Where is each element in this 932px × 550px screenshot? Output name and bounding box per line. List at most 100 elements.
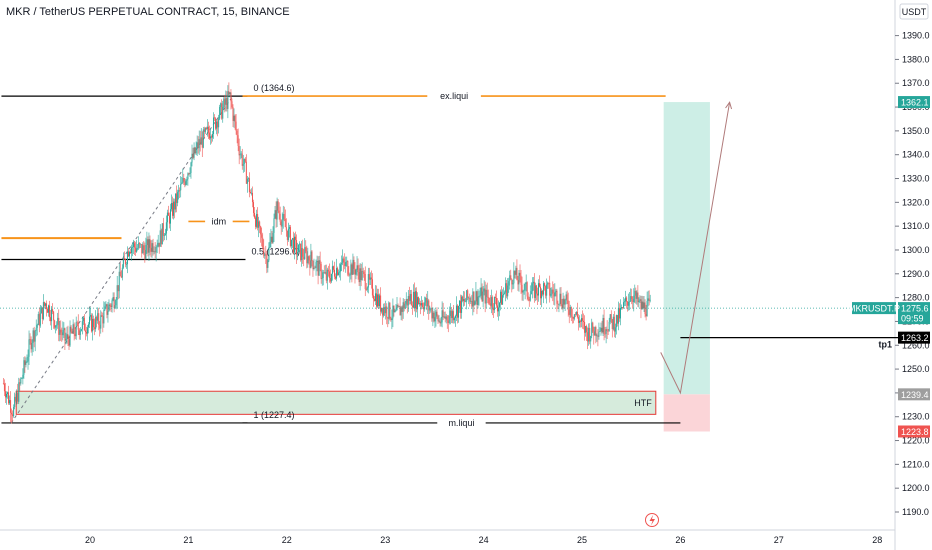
candle	[608, 317, 610, 332]
candle	[520, 269, 522, 294]
candle-body	[61, 332, 63, 336]
candle-body	[419, 303, 421, 305]
tp1-label: tp1	[879, 340, 893, 350]
candle	[534, 282, 536, 302]
candle	[187, 172, 189, 186]
candle-body	[158, 242, 160, 247]
candle	[38, 307, 40, 333]
candle	[557, 300, 559, 309]
candle-body	[94, 327, 96, 330]
candle-body	[95, 316, 97, 330]
candle	[112, 292, 114, 302]
candle	[229, 92, 231, 98]
lightning-icon-circle	[645, 513, 659, 527]
candle-body	[320, 264, 322, 279]
candle-body	[31, 342, 33, 350]
candle	[617, 301, 619, 331]
candle-body	[253, 202, 255, 213]
candle-body	[156, 246, 158, 248]
candle	[604, 327, 606, 338]
candle-body	[186, 179, 188, 181]
candle-body	[273, 218, 275, 233]
candle-body	[37, 314, 39, 325]
candle	[96, 315, 98, 328]
candle-body	[51, 309, 53, 322]
candle-body	[324, 272, 326, 274]
candle	[526, 281, 528, 301]
candle	[561, 299, 563, 310]
candle-body	[203, 129, 205, 132]
candle-body	[29, 339, 31, 340]
candle-body	[260, 226, 262, 235]
candle	[227, 85, 229, 119]
candle	[563, 295, 565, 309]
candle-body	[41, 307, 43, 320]
candle-body	[262, 237, 264, 248]
candle-body	[385, 306, 387, 314]
candle-body	[258, 221, 260, 228]
candle-body	[184, 181, 186, 185]
candle	[577, 314, 579, 331]
candle-body	[581, 318, 583, 322]
candle-body	[540, 286, 542, 299]
candle-body	[76, 322, 78, 323]
candle-body	[279, 213, 281, 222]
candle	[505, 277, 507, 302]
candle-body	[595, 327, 597, 337]
candle-body	[403, 302, 405, 309]
candle	[366, 286, 368, 293]
candle-body	[286, 230, 288, 241]
candle	[458, 305, 460, 323]
candle-body	[276, 201, 278, 220]
candle	[582, 310, 584, 329]
candle	[643, 295, 645, 312]
candle	[418, 296, 420, 305]
candle	[164, 228, 166, 236]
candle	[581, 314, 583, 328]
candle-body	[400, 307, 402, 316]
candle-body	[359, 268, 361, 283]
candle-body	[437, 315, 439, 322]
candle	[530, 282, 532, 295]
candle	[632, 296, 634, 309]
candle	[562, 292, 564, 313]
candle-body	[168, 215, 170, 224]
candle	[41, 307, 43, 325]
candle	[578, 315, 580, 328]
candle-body	[637, 292, 639, 303]
candle-body	[433, 312, 435, 322]
candle-body	[190, 162, 192, 173]
candle-body	[176, 193, 178, 203]
candle	[437, 314, 439, 324]
candle	[104, 302, 106, 311]
candle	[348, 266, 350, 277]
candle-body	[606, 329, 608, 331]
candle	[92, 313, 94, 341]
candle-body	[44, 303, 46, 306]
candle	[494, 293, 496, 305]
candle	[513, 262, 515, 289]
candle	[89, 307, 91, 328]
candle	[37, 311, 39, 326]
candle	[442, 302, 444, 321]
candle	[384, 303, 386, 317]
candle-body	[28, 339, 30, 357]
candle	[196, 135, 198, 157]
candle-body	[347, 261, 349, 275]
candle-body	[187, 173, 189, 180]
lightning-icon	[645, 513, 659, 527]
candle	[343, 256, 345, 272]
candle	[519, 264, 521, 283]
candle	[266, 250, 268, 274]
candle-body	[68, 339, 70, 346]
candle-body	[495, 297, 497, 306]
candle	[565, 291, 567, 305]
y-tick-label: 1320.0	[902, 197, 930, 207]
candle	[285, 218, 287, 237]
candle	[69, 320, 71, 348]
candle	[190, 161, 192, 179]
candle	[299, 241, 301, 252]
candle-body	[617, 308, 619, 324]
candle	[133, 239, 135, 255]
